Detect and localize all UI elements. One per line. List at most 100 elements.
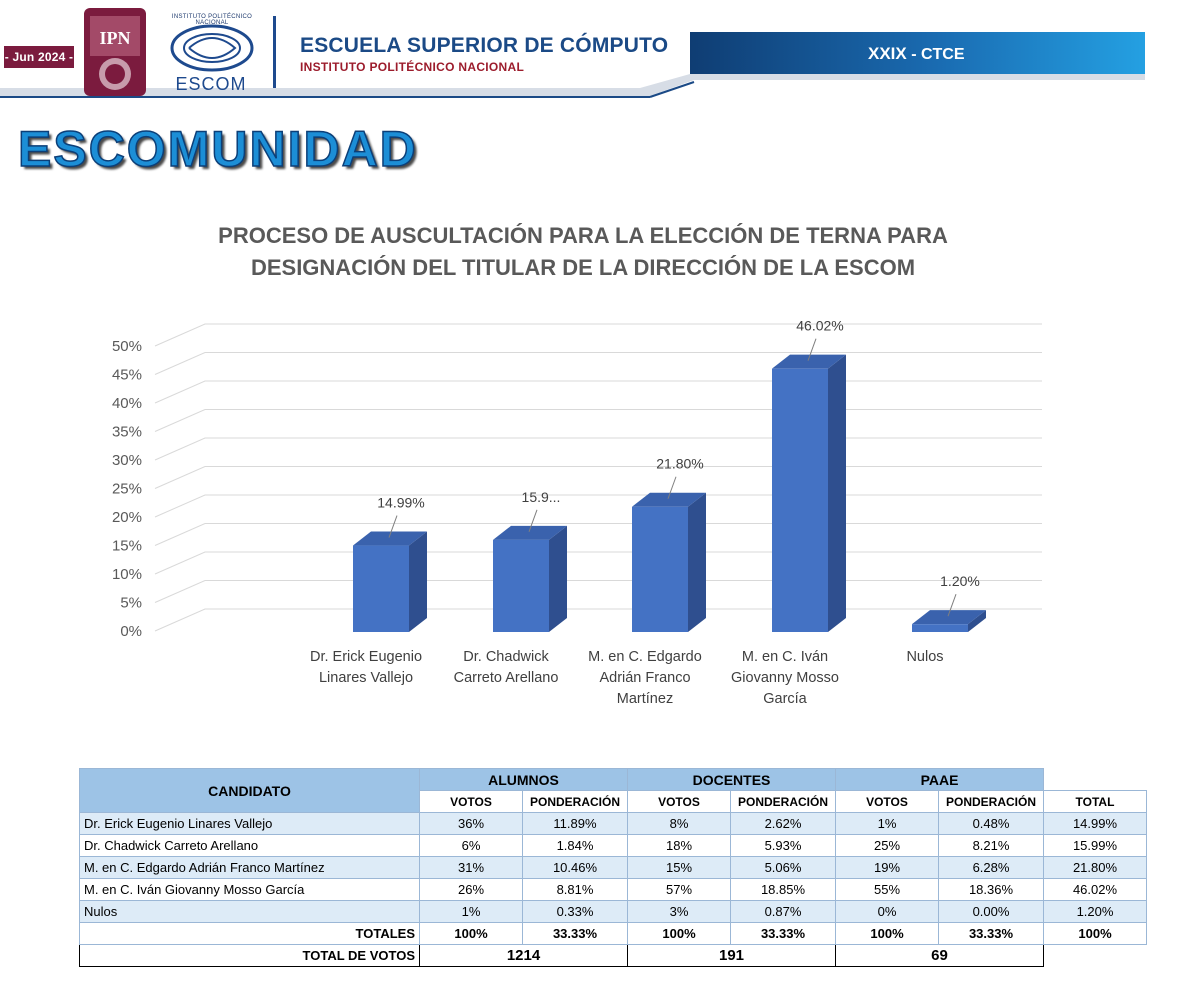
header-candidate: CANDIDATO <box>79 768 420 813</box>
table-cell: 19% <box>835 856 939 879</box>
ctce-label: XXIX - CTCE <box>868 44 965 64</box>
table-row: M. en C. Edgardo Adrián Franco Martínez 3… <box>79 856 1147 879</box>
bar-side <box>549 525 567 632</box>
totals-cell: 33.33% <box>938 922 1044 945</box>
table-cell: 5.93% <box>730 834 836 857</box>
gridline <box>154 466 1042 489</box>
subheader-votos: VOTOS <box>419 790 523 813</box>
chart-title-line-1: PROCESO DE AUSCULTACIÓN PARA LA ELECCIÓN… <box>218 223 948 248</box>
table-cell: 8% <box>627 812 731 835</box>
data-label: 15.9... <box>522 489 561 505</box>
ctce-banner <box>690 32 1145 74</box>
gridline <box>154 551 1042 575</box>
subheader-total: TOTAL <box>1043 790 1147 813</box>
bar-top <box>353 531 427 546</box>
gridline <box>154 323 1042 347</box>
totals-cell: 33.33% <box>522 922 628 945</box>
totals-label: TOTALES <box>79 922 420 945</box>
label-leader <box>807 338 817 361</box>
bar-side <box>409 531 427 632</box>
candidate-name-cell: Nulos <box>79 900 420 923</box>
label-leader <box>388 515 398 538</box>
ctce-suffix: - CTCE <box>906 46 965 63</box>
bar-front <box>353 545 409 632</box>
table-body: Dr. Erick Eugenio Linares Vallejo 36% 11.8… <box>79 812 1147 923</box>
data-label: 1.20% <box>940 573 980 589</box>
gridline <box>154 494 1042 518</box>
table-cell: 18.85% <box>730 878 836 901</box>
candidate-name-cell: Dr. Chadwick Carreto Arellano <box>79 834 420 857</box>
gridline <box>154 380 1042 404</box>
totals-cell: 100% <box>835 922 939 945</box>
bar-side <box>828 354 846 632</box>
results-table: CANDIDATO ALUMNOS DOCENTES PAAE VOTOS PO… <box>79 768 1147 967</box>
bar-0 <box>353 531 427 632</box>
y-tick-label: 25% <box>112 481 142 498</box>
header-blank <box>1043 768 1147 791</box>
gridline <box>154 608 1042 632</box>
table-cell: 1% <box>419 900 523 923</box>
total-votes-label: TOTAL DE VOTOS <box>79 944 420 967</box>
bar-side <box>688 492 706 632</box>
bar-1 <box>493 525 567 632</box>
category-label: Dr. Erick Eugenio Linares Vallejo <box>310 649 422 686</box>
chart-data-labels: 14.99% 15.9... 21.80% 46.02% 1.20% <box>377 318 980 617</box>
table-cell: 8.21% <box>938 834 1044 857</box>
y-tick-label: 45% <box>112 367 142 384</box>
candidate-name-cell: M. en C. Edgardo Adrián Franco Martínez <box>79 856 420 879</box>
ipn-logo-text: IPN <box>100 28 131 48</box>
table-cell: 0.48% <box>938 812 1044 835</box>
totals-cell: 100% <box>627 922 731 945</box>
category-label-line: Martínez <box>617 691 673 707</box>
data-label: 14.99% <box>377 495 424 511</box>
totals-row: TOTALES 100% 33.33% 100% 33.33% 100% 33.… <box>79 922 1147 945</box>
y-tick-label: 0% <box>120 623 142 640</box>
y-tick-label: 10% <box>112 566 142 583</box>
gridline <box>154 523 1042 546</box>
data-label: 46.02% <box>796 318 843 334</box>
total-votes-blank <box>1043 944 1147 967</box>
category-label-line: Carreto Arellano <box>454 670 559 686</box>
table-row: Dr. Erick Eugenio Linares Vallejo 36% 11.8… <box>79 812 1147 835</box>
category-label: Dr. Chadwick Carreto Arellano <box>454 649 559 686</box>
category-label-line: Giovanny Mosso <box>731 670 839 686</box>
ipn-logo: IPN <box>84 8 146 96</box>
data-label: 21.80% <box>656 456 703 472</box>
bar-top <box>632 492 706 507</box>
gridline <box>154 580 1042 603</box>
y-tick-label: 30% <box>112 452 142 469</box>
chart-bars <box>353 354 986 632</box>
table-cell: 15% <box>627 856 731 879</box>
candidate-name-cell: Dr. Erick Eugenio Linares Vallejo <box>79 812 420 835</box>
table-cell: 57% <box>627 878 731 901</box>
chart-title: PROCESO DE AUSCULTACIÓN PARA LA ELECCIÓN… <box>150 220 1016 284</box>
category-label-line: García <box>763 691 807 707</box>
category-label: M. en C. Iván Giovanny Mosso García <box>731 649 839 707</box>
table-cell: 2.62% <box>730 812 836 835</box>
table-cell: 5.06% <box>730 856 836 879</box>
category-label: Nulos <box>906 649 943 665</box>
table-cell: 1.20% <box>1043 900 1147 923</box>
total-votes-alumnos: 1214 <box>419 944 628 967</box>
table-cell: 31% <box>419 856 523 879</box>
y-tick-label: 40% <box>112 395 142 412</box>
date-badge: - Jun 2024 - <box>4 46 74 68</box>
escom-logo-institute: INSTITUTO POLITÉCNICO NACIONAL <box>171 14 253 26</box>
bar-top <box>772 354 846 369</box>
gridline <box>154 352 1042 375</box>
table-cell: 18% <box>627 834 731 857</box>
table-cell: 6.28% <box>938 856 1044 879</box>
table-cell: 0.33% <box>522 900 628 923</box>
table-cell: 1.84% <box>522 834 628 857</box>
category-label-line: Dr. Erick Eugenio <box>310 649 422 665</box>
subheader-ponderacion: PONDERACIÓN <box>730 790 836 813</box>
bar-front <box>493 539 549 632</box>
chart-x-axis: Dr. Erick Eugenio Linares Vallejo Dr. Chad… <box>310 649 944 707</box>
totals-cell: 100% <box>1043 922 1147 945</box>
header-divider <box>273 16 276 88</box>
ctce-roman: XXIX <box>868 44 907 63</box>
table-cell: 15.99% <box>1043 834 1147 857</box>
header-docentes: DOCENTES <box>627 768 836 791</box>
bar-top <box>493 525 567 540</box>
category-label: M. en C. Edgardo Adrián Franco Martínez <box>588 649 702 707</box>
